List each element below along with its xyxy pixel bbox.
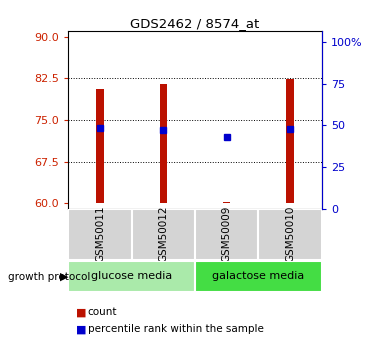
Bar — [132, 209, 195, 260]
Bar — [195, 209, 258, 260]
Text: GSM50010: GSM50010 — [285, 206, 295, 262]
Bar — [258, 209, 322, 260]
Text: GSM50009: GSM50009 — [222, 206, 232, 262]
Bar — [195, 261, 322, 292]
Bar — [286, 79, 294, 203]
Bar — [68, 261, 195, 292]
Bar — [160, 84, 167, 203]
Title: GDS2462 / 8574_at: GDS2462 / 8574_at — [130, 17, 260, 30]
Text: growth protocol: growth protocol — [8, 272, 94, 282]
Text: GSM50012: GSM50012 — [158, 206, 168, 262]
Bar — [96, 89, 104, 203]
Bar — [68, 209, 132, 260]
Bar — [223, 201, 230, 203]
Text: ▶: ▶ — [60, 272, 69, 282]
Text: percentile rank within the sample: percentile rank within the sample — [88, 325, 264, 334]
Text: ■: ■ — [76, 325, 87, 334]
Text: galactose media: galactose media — [212, 272, 305, 281]
Text: count: count — [88, 307, 117, 317]
Text: GSM50011: GSM50011 — [95, 206, 105, 262]
Text: ■: ■ — [76, 307, 87, 317]
Text: glucose media: glucose media — [91, 272, 172, 281]
